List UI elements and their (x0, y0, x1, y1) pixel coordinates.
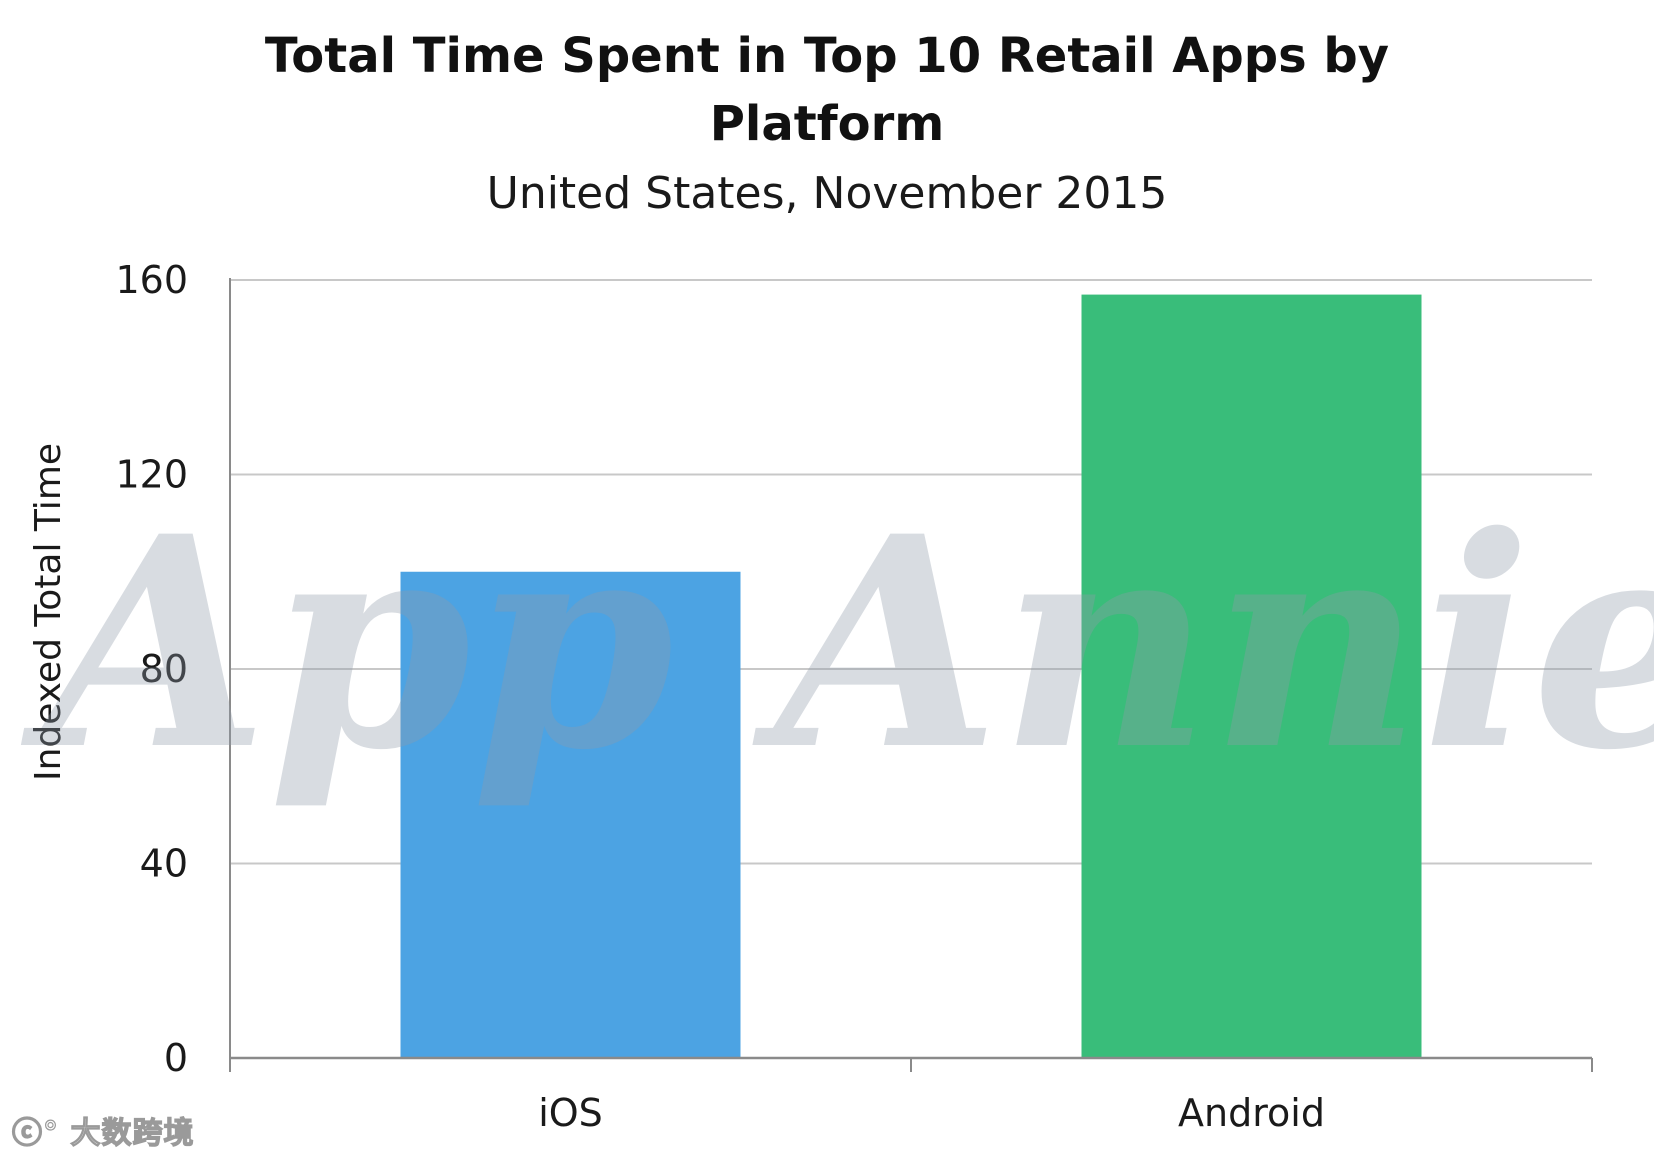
bar-ios (400, 571, 741, 1058)
watermark-app-annie: App Annie (21, 474, 1654, 814)
chart-title: Total Time Spent in Top 10 Retail Apps b… (0, 22, 1654, 158)
bars (400, 294, 1422, 1058)
chart-title-line-2: Platform (709, 96, 945, 152)
chart-title-line-1: Total Time Spent in Top 10 Retail Apps b… (264, 28, 1390, 84)
x-tick-label-ios: iOS (538, 1091, 603, 1135)
corner-logo-text: 大数跨境 (70, 1115, 195, 1151)
bar-android (1081, 294, 1422, 1058)
chart-subtitle: United States, November 2015 (486, 168, 1168, 219)
corner-logo-icon: ⓒ° (11, 1115, 59, 1151)
y-tick-label-120: 120 (115, 453, 188, 497)
y-tick-label-0: 0 (164, 1036, 188, 1080)
x-tick-label-android: Android (1178, 1091, 1325, 1135)
tick-labels: 0 40 80 120 160 iOS Android (115, 258, 1324, 1135)
y-axis-label: Indexed Total Time (28, 443, 69, 781)
y-tick-label-80: 80 (140, 647, 188, 691)
y-tick-label-160: 160 (115, 258, 188, 302)
axes (229, 278, 1593, 1072)
y-tick-label-40: 40 (140, 842, 188, 886)
corner-logo: ⓒ° 大数跨境 (11, 1108, 195, 1152)
